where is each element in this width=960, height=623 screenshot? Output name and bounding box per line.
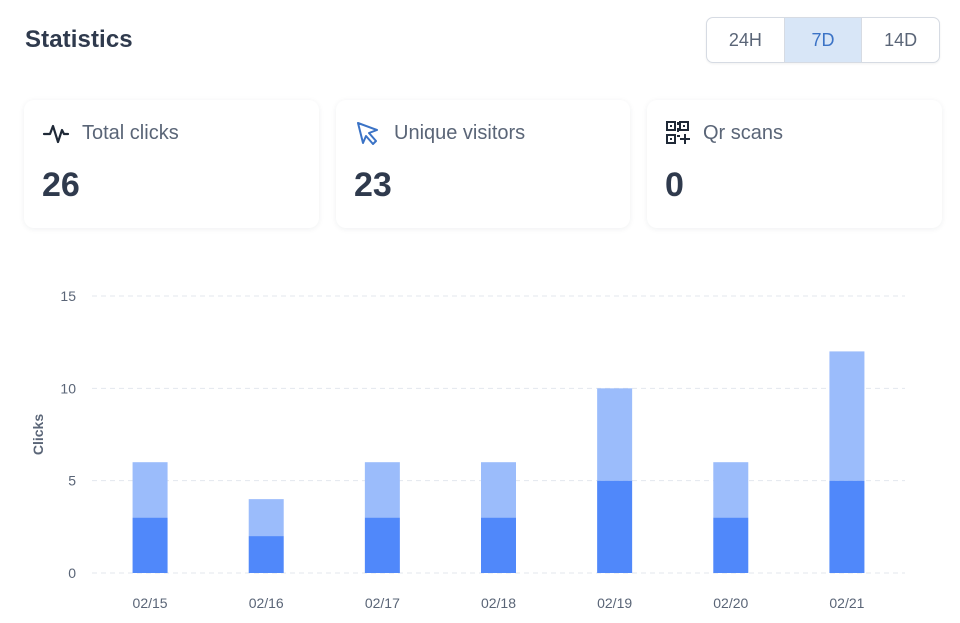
stat-card-qr-scans: Qr scans 0 (647, 100, 942, 228)
stat-value: 23 (354, 166, 392, 204)
stat-label: Total clicks (82, 121, 179, 144)
range-14d-button[interactable]: 14D (884, 29, 918, 50)
bar-segment-upper (481, 462, 516, 518)
x-tick-label: 02/18 (481, 595, 516, 611)
x-tick-label: 02/21 (829, 595, 864, 611)
stat-value: 0 (665, 166, 684, 204)
stat-label: Unique visitors (394, 121, 526, 144)
page-title: Statistics (25, 26, 133, 53)
time-range-selector: 24H 7D 14D (706, 17, 940, 63)
range-7d-button[interactable]: 7D (784, 18, 863, 62)
x-tick-label: 02/17 (365, 595, 400, 611)
x-tick-label: 02/20 (713, 595, 748, 611)
bar-segment-lower (829, 480, 865, 573)
bar-segment-upper (713, 462, 749, 518)
x-tick-label: 02/16 (249, 595, 284, 611)
x-tick-label: 02/19 (597, 595, 632, 611)
y-tick-label: 10 (60, 380, 76, 396)
bar-segment-lower (248, 536, 284, 573)
clicks-bar-chart: 0 5 10 15 Clicks 02/15 02/16 02/17 02/18 02/19 02/… (30, 288, 905, 611)
stat-card-unique-visitors: Unique visitors 23 (336, 100, 630, 228)
qr-code-icon (665, 120, 691, 146)
bar-segment-lower (713, 517, 749, 573)
stat-label: Qr scans (703, 121, 784, 144)
bar-segment-lower (132, 517, 168, 573)
x-tick-label: 02/15 (133, 595, 168, 611)
stat-card-total-clicks: Total clicks 26 (24, 100, 319, 228)
activity-pulse-icon (42, 120, 70, 146)
y-tick-label: 0 (68, 565, 76, 581)
range-24h-button[interactable]: 24H (707, 18, 785, 62)
y-tick-label: 15 (60, 288, 76, 304)
bar-segment-upper (132, 462, 168, 518)
bar-segment-lower (481, 517, 516, 573)
cursor-arrow-icon (354, 120, 382, 146)
bar-segment-lower (364, 517, 400, 573)
bar-segment-upper (364, 462, 400, 518)
bar-segment-lower (597, 480, 633, 573)
bar-segment-upper (248, 499, 284, 537)
y-tick-label: 5 (68, 473, 76, 489)
bar-segment-upper (829, 351, 865, 481)
bar-segment-upper (597, 388, 633, 481)
stat-value: 26 (42, 166, 80, 204)
y-axis-label: Clicks (30, 414, 46, 455)
